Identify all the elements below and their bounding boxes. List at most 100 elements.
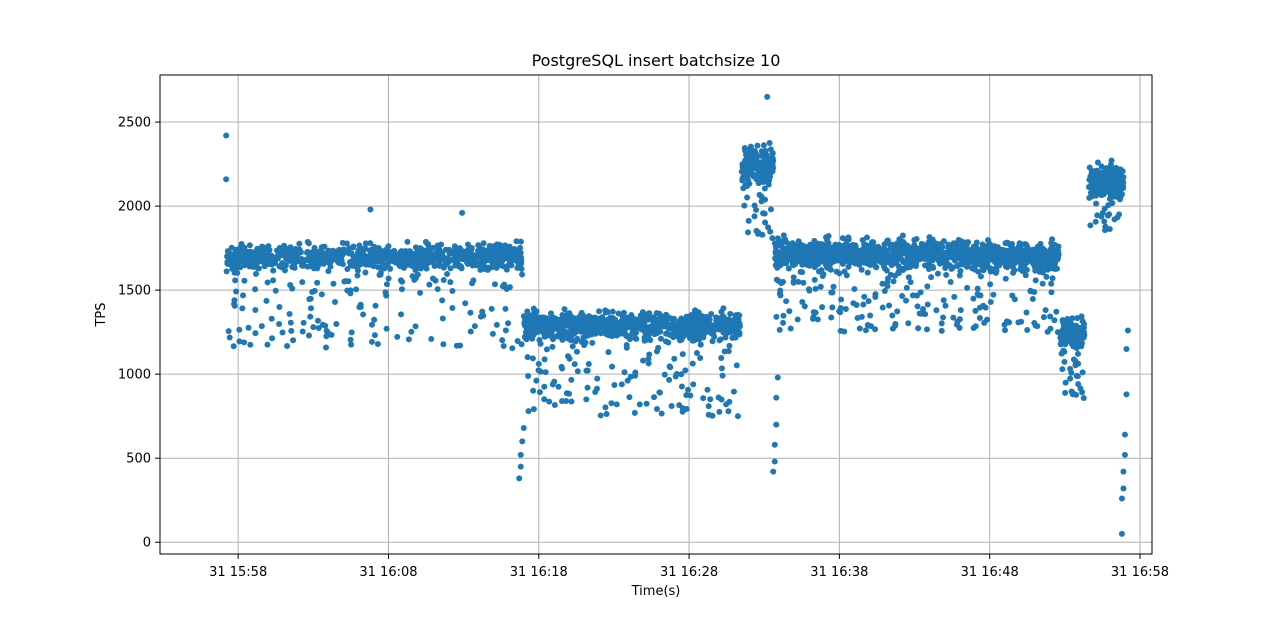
data-point <box>849 250 856 257</box>
data-point <box>856 249 863 256</box>
data-point <box>755 177 762 184</box>
data-point <box>475 242 482 249</box>
data-point <box>713 318 720 325</box>
data-point <box>709 338 716 345</box>
data-point <box>893 245 900 252</box>
data-point <box>566 310 573 317</box>
data-point <box>944 252 951 259</box>
data-point <box>405 336 412 343</box>
data-point <box>957 307 964 314</box>
data-point <box>772 250 779 257</box>
data-point <box>672 373 679 380</box>
data-point <box>995 258 1002 265</box>
data-point <box>656 310 663 317</box>
data-point <box>982 264 989 271</box>
data-point <box>910 260 917 267</box>
data-point <box>679 351 686 358</box>
data-point <box>568 398 575 405</box>
data-point <box>526 323 533 330</box>
data-point <box>291 256 298 263</box>
data-point <box>851 286 858 293</box>
data-point <box>362 240 369 247</box>
data-point <box>514 338 521 345</box>
data-point <box>408 328 415 335</box>
data-point <box>762 174 769 181</box>
data-point <box>828 258 835 265</box>
data-point <box>231 267 238 274</box>
data-point <box>990 251 997 258</box>
data-point <box>354 272 361 279</box>
data-point <box>733 362 740 369</box>
data-point <box>830 246 837 253</box>
data-point <box>618 319 625 326</box>
data-point <box>663 330 670 337</box>
data-point <box>506 243 513 250</box>
data-point <box>462 254 469 261</box>
data-point <box>951 293 958 300</box>
data-point <box>449 288 456 294</box>
data-point <box>429 275 436 282</box>
data-point <box>771 458 778 465</box>
data-point <box>879 304 886 311</box>
data-point <box>440 277 447 284</box>
data-point <box>845 236 852 243</box>
data-point <box>841 268 848 275</box>
data-point <box>295 247 302 254</box>
data-point <box>1048 280 1055 287</box>
data-point <box>581 342 588 349</box>
data-point <box>797 268 804 275</box>
data-point <box>305 332 312 339</box>
data-point <box>905 274 912 281</box>
data-point <box>462 300 469 307</box>
data-point <box>319 244 326 251</box>
data-point <box>263 297 270 304</box>
data-point <box>264 341 271 348</box>
data-point <box>431 263 438 270</box>
data-point <box>501 252 508 259</box>
data-point <box>520 424 527 431</box>
data-point <box>1068 322 1075 329</box>
data-point <box>903 284 910 291</box>
data-point <box>930 264 937 271</box>
data-point <box>957 267 964 274</box>
data-point <box>1059 366 1066 373</box>
data-point <box>240 292 247 299</box>
data-point <box>1103 165 1110 172</box>
data-point <box>423 258 430 265</box>
data-point <box>663 311 670 318</box>
data-point <box>900 238 907 245</box>
data-point <box>744 194 751 201</box>
data-point <box>1098 178 1105 185</box>
data-point <box>606 325 613 332</box>
data-point <box>836 255 843 262</box>
data-point <box>1070 356 1077 363</box>
data-point <box>398 311 405 318</box>
data-point <box>342 278 349 285</box>
data-point <box>1087 222 1094 229</box>
data-point <box>546 398 553 405</box>
data-point <box>828 289 835 296</box>
data-point <box>442 246 449 253</box>
data-point <box>767 171 774 178</box>
data-point <box>865 298 872 305</box>
data-point <box>907 254 914 261</box>
data-point <box>561 306 568 313</box>
data-point <box>1036 255 1043 262</box>
data-point <box>481 266 488 272</box>
data-point <box>780 278 787 285</box>
data-point <box>729 323 736 330</box>
data-point <box>1119 184 1126 191</box>
data-point <box>933 307 940 314</box>
y-axis-label: TPS <box>94 302 109 327</box>
data-point <box>660 322 667 329</box>
data-point <box>223 132 230 139</box>
data-point <box>1068 388 1075 395</box>
data-point <box>656 318 663 325</box>
data-point <box>1051 317 1058 324</box>
data-point <box>956 250 963 257</box>
data-point <box>347 336 354 343</box>
data-point <box>530 406 537 413</box>
data-point <box>383 292 390 299</box>
data-point <box>974 285 981 292</box>
data-point <box>1088 168 1095 175</box>
